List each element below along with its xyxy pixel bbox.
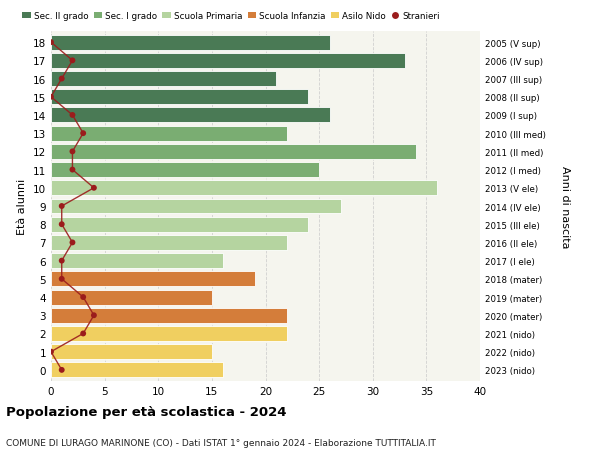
Point bbox=[89, 185, 99, 192]
Bar bbox=[51, 181, 437, 196]
Point bbox=[68, 167, 77, 174]
Point bbox=[57, 221, 67, 229]
Bar bbox=[51, 235, 287, 250]
Bar bbox=[51, 36, 330, 50]
Y-axis label: Anni di nascita: Anni di nascita bbox=[560, 165, 569, 248]
Bar bbox=[51, 308, 287, 323]
Bar bbox=[51, 344, 212, 359]
Point bbox=[46, 39, 56, 47]
Bar bbox=[51, 326, 287, 341]
Bar bbox=[51, 217, 308, 232]
Point bbox=[68, 239, 77, 246]
Point bbox=[57, 275, 67, 283]
Bar bbox=[51, 126, 287, 141]
Bar bbox=[51, 199, 341, 214]
Point bbox=[57, 257, 67, 265]
Legend: Sec. II grado, Sec. I grado, Scuola Primaria, Scuola Infanzia, Asilo Nido, Stran: Sec. II grado, Sec. I grado, Scuola Prim… bbox=[19, 8, 443, 24]
Bar bbox=[51, 90, 308, 105]
Point bbox=[68, 112, 77, 119]
Point bbox=[68, 57, 77, 65]
Bar bbox=[51, 163, 319, 178]
Text: Popolazione per età scolastica - 2024: Popolazione per età scolastica - 2024 bbox=[6, 405, 287, 419]
Point bbox=[68, 148, 77, 156]
Text: COMUNE DI LURAGO MARINONE (CO) - Dati ISTAT 1° gennaio 2024 - Elaborazione TUTTI: COMUNE DI LURAGO MARINONE (CO) - Dati IS… bbox=[6, 438, 436, 447]
Point bbox=[79, 330, 88, 337]
Point bbox=[79, 294, 88, 301]
Point bbox=[57, 203, 67, 210]
Point bbox=[57, 366, 67, 374]
Bar bbox=[51, 290, 212, 305]
Bar bbox=[51, 254, 223, 269]
Bar bbox=[51, 145, 416, 159]
Point bbox=[89, 312, 99, 319]
Y-axis label: Età alunni: Età alunni bbox=[17, 179, 28, 235]
Point bbox=[46, 348, 56, 356]
Bar bbox=[51, 108, 330, 123]
Bar bbox=[51, 272, 255, 287]
Point bbox=[57, 76, 67, 83]
Point bbox=[46, 94, 56, 101]
Bar bbox=[51, 363, 223, 377]
Bar bbox=[51, 72, 276, 87]
Bar bbox=[51, 54, 405, 69]
Point bbox=[79, 130, 88, 138]
